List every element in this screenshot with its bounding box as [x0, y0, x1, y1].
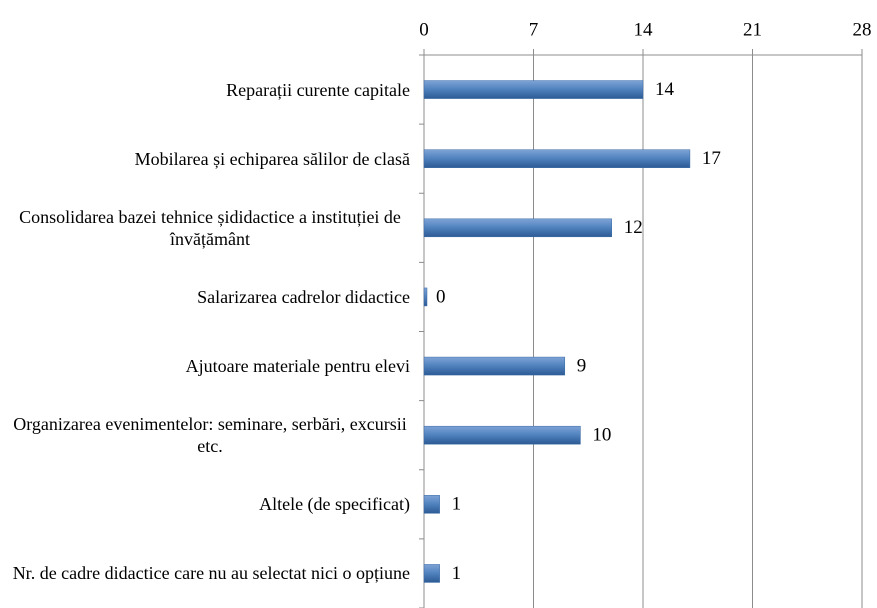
bar	[423, 80, 644, 99]
y-tick-label: Nr. de cadre didactice care nu au select…	[12, 563, 410, 584]
category-label-box: Reparații curente capitale	[0, 55, 410, 124]
bar	[423, 218, 612, 238]
data-label: 14	[655, 79, 675, 100]
bar	[423, 356, 566, 376]
y-tick-label: Altele (de specificat)	[259, 494, 410, 515]
category-label-box: Ajutoare materiale pentru elevi	[0, 332, 410, 401]
x-tick-label: 28	[853, 19, 872, 40]
y-tick-label: Mobilarea și echiparea sălilor de clasă	[134, 148, 410, 169]
x-tick-label: 7	[529, 19, 539, 40]
bar	[423, 287, 428, 307]
data-label: 1	[452, 494, 462, 515]
category-label-box: Consolidarea bazei tehnice șididactice a…	[0, 193, 410, 262]
data-label: 0	[436, 286, 446, 307]
category-label-box: Salarizarea cadrelor didactice	[0, 262, 410, 331]
data-label: 1	[452, 563, 462, 584]
category-label-box: Organizarea evenimentelor: seminare, ser…	[0, 401, 410, 470]
category-label-box: Altele (de specificat)	[0, 470, 410, 539]
category-label-box: Mobilarea și echiparea sălilor de clasă	[0, 124, 410, 193]
y-tick-label: Salarizarea cadrelor didactice	[197, 286, 410, 307]
data-label: 9	[577, 355, 587, 376]
x-tick-label: 14	[634, 19, 654, 40]
y-tick-label: Consolidarea bazei tehnice șididactice a…	[19, 206, 401, 249]
y-tick-label: Ajutoare materiale pentru elevi	[185, 356, 410, 377]
y-tick-label: Reparații curente capitale	[226, 79, 410, 100]
bar	[423, 495, 440, 514]
x-tick-label: 21	[743, 19, 762, 40]
x-tick-label: 0	[419, 19, 429, 40]
y-tick-label: Organizarea evenimentelor: seminare, ser…	[13, 414, 407, 457]
bar	[423, 564, 440, 583]
bar	[423, 149, 691, 168]
data-label: 17	[702, 148, 721, 169]
data-label: 10	[592, 425, 611, 446]
bar	[423, 425, 581, 445]
data-label: 12	[624, 217, 643, 238]
category-label-box: Nr. de cadre didactice care nu au select…	[0, 539, 410, 608]
